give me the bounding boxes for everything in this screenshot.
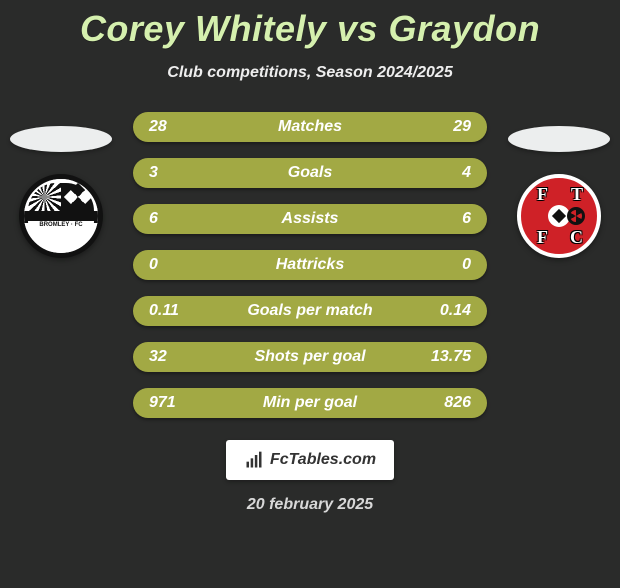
stat-right-value: 4 bbox=[427, 164, 471, 182]
left-player-column: BROMLEY · FC bbox=[6, 126, 116, 258]
stat-left-value: 6 bbox=[149, 210, 193, 228]
crest-letter: F bbox=[537, 184, 548, 205]
windmill-icon bbox=[61, 183, 94, 211]
stat-left-value: 0.11 bbox=[149, 302, 193, 320]
stat-left-value: 28 bbox=[149, 118, 193, 136]
stat-row: 0 Hattricks 0 bbox=[133, 250, 487, 280]
stat-row: 28 Matches 29 bbox=[133, 112, 487, 142]
stat-row: 0.11 Goals per match 0.14 bbox=[133, 296, 487, 326]
right-player-column: F T F C bbox=[504, 126, 614, 258]
sunburst-icon bbox=[28, 183, 61, 211]
cart-wheel-icon bbox=[567, 207, 585, 225]
stat-label: Hattricks bbox=[193, 256, 427, 274]
right-club-crest: F T F C bbox=[517, 174, 601, 258]
crest-letter: C bbox=[570, 227, 583, 248]
stat-label: Assists bbox=[193, 210, 427, 228]
stat-label: Shots per goal bbox=[193, 348, 427, 366]
stat-left-value: 32 bbox=[149, 348, 193, 366]
stat-label: Goals per match bbox=[193, 302, 427, 320]
stat-left-value: 0 bbox=[149, 256, 193, 274]
stat-right-value: 6 bbox=[427, 210, 471, 228]
stat-right-value: 0.14 bbox=[427, 302, 471, 320]
stat-left-value: 971 bbox=[149, 394, 193, 412]
watermark-text: FcTables.com bbox=[270, 451, 376, 469]
stat-right-value: 826 bbox=[427, 394, 471, 412]
snapshot-date: 20 february 2025 bbox=[0, 496, 620, 514]
stat-row: 6 Assists 6 bbox=[133, 204, 487, 234]
stat-right-value: 0 bbox=[427, 256, 471, 274]
stat-right-value: 29 bbox=[427, 118, 471, 136]
stat-row: 3 Goals 4 bbox=[133, 158, 487, 188]
subtitle: Club competitions, Season 2024/2025 bbox=[0, 64, 620, 82]
stat-row: 971 Min per goal 826 bbox=[133, 388, 487, 418]
left-club-crest: BROMLEY · FC bbox=[19, 174, 103, 258]
stat-row: 32 Shots per goal 13.75 bbox=[133, 342, 487, 372]
left-crest-text: BROMLEY · FC bbox=[28, 221, 94, 249]
watermark-badge[interactable]: FcTables.com bbox=[226, 440, 394, 480]
right-player-silhouette bbox=[508, 126, 610, 152]
crest-letter: T bbox=[571, 184, 583, 205]
stat-label: Min per goal bbox=[193, 394, 427, 412]
stat-label: Matches bbox=[193, 118, 427, 136]
left-player-silhouette bbox=[10, 126, 112, 152]
stat-left-value: 3 bbox=[149, 164, 193, 182]
crest-letter: F bbox=[537, 227, 548, 248]
stat-label: Goals bbox=[193, 164, 427, 182]
page-title: Corey Whitely vs Graydon bbox=[0, 8, 620, 50]
bar-chart-icon bbox=[244, 450, 264, 470]
stat-right-value: 13.75 bbox=[427, 348, 471, 366]
